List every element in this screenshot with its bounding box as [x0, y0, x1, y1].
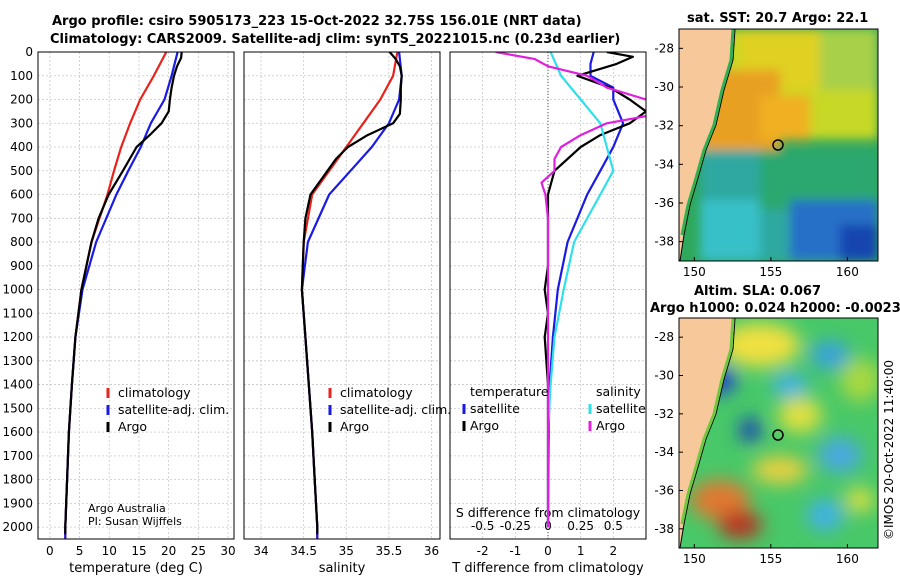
depth-tick-label: 700: [10, 211, 33, 225]
depth-tick-label: 1200: [2, 330, 33, 344]
x-tick-label: 20: [161, 544, 176, 558]
series-line-salinity-argo: [495, 52, 646, 528]
depth-tick-label: 1700: [2, 449, 33, 463]
map-y-tick-label: -32: [654, 119, 674, 133]
map-y-tick-label: -30: [654, 369, 674, 383]
depth-tick-label: 1400: [2, 378, 33, 392]
legend-label: Argo: [118, 419, 147, 434]
depth-tick-label: 0: [25, 45, 33, 59]
x-tick-label: -2: [477, 544, 489, 558]
x-tick-label: 10: [102, 544, 117, 558]
map-y-tick-label: -34: [654, 157, 674, 171]
depth-tick-label: 400: [10, 140, 33, 154]
map-x-tick-label: 160: [836, 265, 859, 279]
x-tick-label: 2: [610, 544, 618, 558]
map-y-tick-label: -36: [654, 196, 674, 210]
x-axis-label: salinity: [319, 561, 366, 576]
sla-map-title-line2: Argo h1000: 0.024 h2000: -0.0023: [650, 301, 900, 316]
map-x-tick-label: 155: [759, 552, 782, 566]
map-x-tick-label: 155: [759, 265, 782, 279]
figure-title-line1: Argo profile: csiro 5905173_223 15-Oct-2…: [52, 14, 582, 29]
x-tick-label: 30: [220, 544, 235, 558]
figure-title-line2: Climatology: CARS2009. Satellite-adj cli…: [50, 32, 621, 47]
depth-tick-label: 300: [10, 116, 33, 130]
legend-label: satellite-adj. clim.: [340, 402, 451, 417]
x-tick-label: 35.5: [376, 544, 403, 558]
depth-tick-label: 900: [10, 259, 33, 273]
legend-label: Argo: [470, 418, 499, 433]
map-y-tick-label: -36: [654, 484, 674, 498]
depth-tick-label: 1300: [2, 354, 33, 368]
x-tick-label: 0: [46, 544, 54, 558]
legend-label: satellite-adj. clim.: [118, 402, 229, 417]
map-y-tick-label: -38: [654, 235, 674, 249]
map-y-tick-label: -28: [654, 41, 674, 55]
map-x-tick-label: 150: [683, 552, 706, 566]
timestamp-label: ©IMOS 20-Oct-2022 11:40:00: [882, 360, 896, 540]
map-y-tick-label: -30: [654, 80, 674, 94]
top-tick-label: 0.5: [604, 519, 623, 533]
credit-line2: PI: Susan Wijffels: [88, 515, 182, 528]
temperature-panel: 0100200300400500600700800900100011001200…: [2, 45, 235, 576]
depth-tick-label: 1600: [2, 425, 33, 439]
x-tick-label: 1: [577, 544, 585, 558]
sst-field: [700, 29, 878, 261]
x-tick-label: 15: [131, 544, 146, 558]
depth-tick-label: 600: [10, 188, 33, 202]
depth-tick-label: 1000: [2, 283, 33, 297]
top-tick-label: -0.5: [471, 519, 494, 533]
depth-tick-label: 200: [10, 93, 33, 107]
legend-label: satellite: [596, 401, 646, 416]
x-tick-label: 25: [191, 544, 206, 558]
depth-tick-label: 500: [10, 164, 33, 178]
map-y-tick-label: -34: [654, 445, 674, 459]
credit-line1: Argo Australia: [88, 502, 166, 515]
legend-title-salinity: salinity: [596, 384, 641, 399]
x-tick-label: 5: [76, 544, 84, 558]
difference-panel: -2 -1 0 1 2-0.5 -0.25 0 0.25 0.5S difference fro…: [449, 51, 647, 576]
depth-tick-label: 1900: [2, 496, 33, 510]
map-y-tick-label: -38: [654, 522, 674, 536]
x-tick-label: 0: [544, 544, 552, 558]
x-tick-label: 34: [253, 544, 268, 558]
x-tick-label: 36: [424, 544, 439, 558]
sla-map-title-line1: Altim. SLA: 0.067: [694, 284, 821, 299]
depth-tick-label: 1800: [2, 473, 33, 487]
legend-label: satellite: [470, 401, 520, 416]
x-axis-label: temperature (deg C): [69, 561, 203, 576]
map-x-tick-label: 150: [683, 265, 706, 279]
argo-location-marker-sla: [772, 429, 784, 441]
x-tick-label: 34.5: [290, 544, 317, 558]
series-line-argo: [300, 52, 403, 535]
legend-label: climatology: [118, 385, 191, 400]
legend-label: Argo: [596, 418, 625, 433]
legend-title-temperature: temperature: [470, 384, 549, 399]
legend-label: climatology: [340, 385, 413, 400]
top-tick-label: 0.25: [567, 519, 594, 533]
top-tick-label: -0.25: [500, 519, 531, 533]
depth-tick-label: 1100: [2, 306, 33, 320]
series-line-argo: [64, 52, 183, 535]
coastal-band: [680, 29, 735, 236]
x-tick-label: -1: [509, 544, 521, 558]
x-tick-label: 35: [339, 544, 354, 558]
depth-tick-label: 2000: [2, 520, 33, 534]
depth-tick-label: 1500: [2, 401, 33, 415]
sst-map: 150 155 160 -28 -30 -32 -34 -36 -38: [654, 28, 879, 279]
series-line-temperature-argo: [543, 52, 646, 528]
x-axis-label: T difference from climatology: [451, 561, 644, 576]
depth-tick-label: 800: [10, 235, 33, 249]
argo-location-marker-sst: [772, 139, 784, 151]
legend-label: Argo: [340, 419, 369, 434]
map-x-tick-label: 160: [836, 552, 859, 566]
sla-map: 150 155 160 -28 -30 -32 -34 -36 -38: [654, 317, 879, 566]
map-y-tick-label: -28: [654, 330, 674, 344]
salinity-panel: 34 34.5 35 35.5 36 salinity climatology satelli…: [243, 51, 451, 576]
sst-map-title: sat. SST: 20.7 Argo: 22.1: [687, 11, 869, 26]
map-y-tick-label: -32: [654, 407, 674, 421]
depth-tick-label: 100: [10, 69, 33, 83]
